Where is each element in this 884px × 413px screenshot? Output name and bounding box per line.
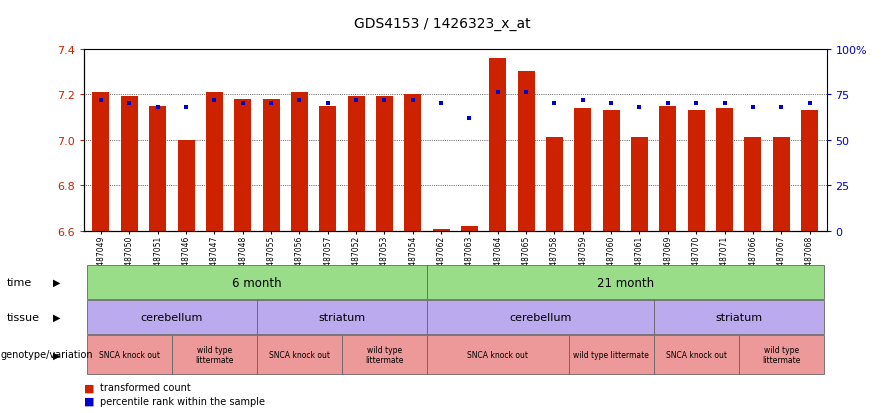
Text: ▶: ▶ — [53, 278, 60, 287]
Text: GDS4153 / 1426323_x_at: GDS4153 / 1426323_x_at — [354, 17, 530, 31]
FancyBboxPatch shape — [87, 335, 171, 374]
Bar — [489, 59, 507, 231]
Bar — [93, 93, 110, 231]
Bar — [518, 72, 535, 231]
Bar — [234, 100, 251, 231]
Bar — [603, 111, 620, 231]
Text: ■: ■ — [84, 382, 95, 392]
Bar — [432, 229, 450, 231]
Bar — [319, 107, 336, 231]
Text: genotype/variation: genotype/variation — [1, 349, 94, 360]
Text: striatum: striatum — [715, 312, 762, 322]
Text: SNCA knock out: SNCA knock out — [666, 350, 727, 359]
Text: 6 month: 6 month — [232, 276, 282, 289]
FancyBboxPatch shape — [257, 335, 342, 374]
Bar — [121, 97, 138, 231]
Text: wild type
littermate: wild type littermate — [195, 345, 233, 364]
Bar — [631, 138, 648, 231]
Bar — [206, 93, 223, 231]
Bar — [461, 227, 478, 231]
FancyBboxPatch shape — [739, 335, 824, 374]
Text: 21 month: 21 month — [597, 276, 654, 289]
Bar — [688, 111, 705, 231]
Text: transformed count: transformed count — [100, 382, 191, 392]
Text: SNCA knock out: SNCA knock out — [269, 350, 330, 359]
FancyBboxPatch shape — [427, 301, 653, 334]
FancyBboxPatch shape — [427, 335, 568, 374]
Bar — [347, 97, 364, 231]
Text: cerebellum: cerebellum — [509, 312, 571, 322]
Text: wild type littermate: wild type littermate — [573, 350, 649, 359]
Bar — [404, 95, 422, 231]
FancyBboxPatch shape — [171, 335, 257, 374]
Text: cerebellum: cerebellum — [141, 312, 203, 322]
Bar — [744, 138, 761, 231]
Text: ▶: ▶ — [53, 312, 60, 322]
Bar — [546, 138, 563, 231]
FancyBboxPatch shape — [653, 335, 739, 374]
Bar — [716, 109, 733, 231]
Bar — [773, 138, 789, 231]
Bar — [659, 107, 676, 231]
Bar — [149, 107, 166, 231]
FancyBboxPatch shape — [342, 335, 427, 374]
Bar — [178, 140, 194, 231]
Bar — [291, 93, 308, 231]
Text: striatum: striatum — [318, 312, 365, 322]
Text: tissue: tissue — [7, 312, 40, 322]
Bar — [263, 100, 279, 231]
Text: percentile rank within the sample: percentile rank within the sample — [100, 396, 265, 406]
Bar — [575, 109, 591, 231]
Text: wild type
littermate: wild type littermate — [762, 345, 800, 364]
FancyBboxPatch shape — [568, 335, 653, 374]
FancyBboxPatch shape — [427, 266, 824, 299]
Text: time: time — [7, 278, 33, 287]
Text: ■: ■ — [84, 396, 95, 406]
FancyBboxPatch shape — [87, 266, 427, 299]
Text: SNCA knock out: SNCA knock out — [468, 350, 529, 359]
Text: wild type
littermate: wild type littermate — [365, 345, 404, 364]
FancyBboxPatch shape — [257, 301, 427, 334]
Text: ▶: ▶ — [53, 349, 60, 360]
FancyBboxPatch shape — [87, 301, 257, 334]
FancyBboxPatch shape — [653, 301, 824, 334]
Bar — [801, 111, 818, 231]
Text: SNCA knock out: SNCA knock out — [99, 350, 160, 359]
Bar — [376, 97, 392, 231]
